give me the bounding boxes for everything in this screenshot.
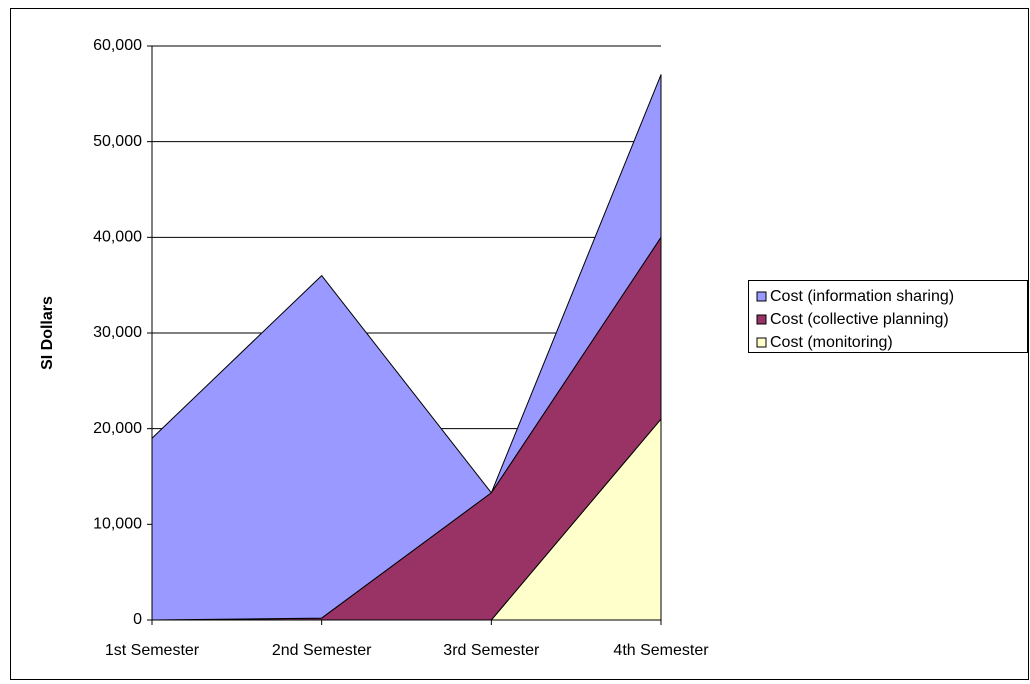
y-tick-label: 30,000: [93, 324, 142, 341]
y-axis-label: SI Dollars: [39, 296, 56, 370]
legend-label: Cost (monitoring): [770, 334, 893, 351]
legend-box: [748, 280, 1028, 353]
y-tick-label: 50,000: [93, 133, 142, 150]
legend-swatch: [756, 337, 767, 348]
legend-label: Cost (information sharing): [770, 288, 954, 305]
y-tick-label: 0: [133, 611, 142, 628]
y-tick-label: 20,000: [93, 420, 142, 437]
x-tick-label: 3rd Semester: [443, 642, 540, 659]
x-tick-label: 2nd Semester: [272, 642, 372, 659]
y-tick-label: 40,000: [93, 229, 142, 246]
legend-swatch: [756, 314, 767, 325]
legend-swatch: [756, 291, 767, 302]
area: [151, 74, 662, 621]
y-tick-label: 10,000: [93, 516, 142, 533]
y-tick-label: 60,000: [93, 37, 142, 54]
x-tick-label: 4th Semester: [613, 642, 709, 659]
x-tick-label: 1st Semester: [105, 642, 200, 659]
legend-label: Cost (collective planning): [770, 311, 949, 328]
